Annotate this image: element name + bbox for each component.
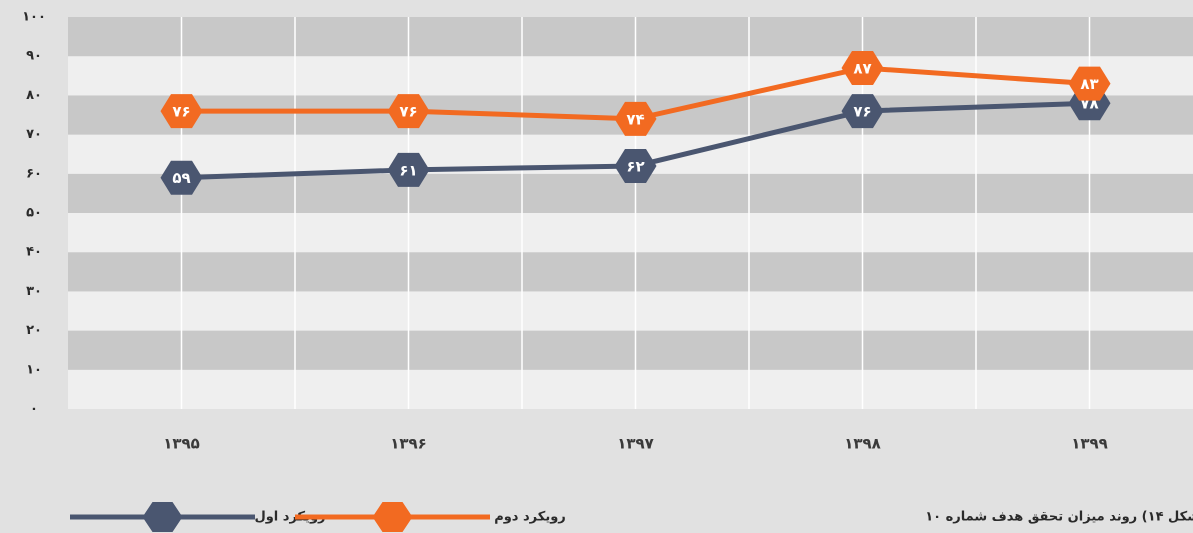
grid-band bbox=[68, 213, 1193, 253]
y-tick-label: ۲۰ bbox=[26, 323, 42, 338]
point-marker bbox=[387, 94, 430, 129]
data-label: ۸۷ bbox=[853, 59, 871, 77]
point-marker bbox=[160, 160, 203, 195]
data-label: ۷۶ bbox=[853, 103, 871, 121]
x-tick-label: ۱۳۹۹ bbox=[1071, 435, 1108, 453]
grid-band bbox=[68, 17, 1193, 57]
point-marker bbox=[387, 152, 430, 187]
y-tick-label: ۳۰ bbox=[26, 284, 42, 299]
point-marker bbox=[841, 94, 884, 129]
x-tick-label: ۱۳۹۸ bbox=[844, 435, 881, 453]
point-marker bbox=[1068, 66, 1111, 101]
y-tick-label: ۵۰ bbox=[26, 206, 42, 221]
grid-band bbox=[68, 330, 1193, 370]
y-tick-label: ۸۰ bbox=[26, 88, 42, 103]
x-tick-label: ۱۳۹۵ bbox=[163, 435, 200, 453]
y-tick-label: ۹۰ bbox=[26, 49, 42, 64]
data-label: ۸۳ bbox=[1080, 75, 1098, 93]
data-label: ۷۴ bbox=[626, 110, 644, 128]
y-tick-label: ۱۰ bbox=[26, 362, 42, 377]
x-tick-label: ۱۳۹۶ bbox=[390, 435, 427, 453]
y-tick-label: ۶۰ bbox=[26, 166, 42, 181]
data-label: ۶۲ bbox=[626, 157, 644, 175]
x-tick-label: ۱۳۹۷ bbox=[617, 435, 654, 453]
grid-band bbox=[68, 369, 1193, 409]
legend-marker bbox=[372, 502, 413, 532]
point-marker bbox=[614, 101, 657, 136]
y-tick-label: ۷۰ bbox=[26, 127, 42, 142]
grid-band bbox=[68, 252, 1193, 292]
grid-band bbox=[68, 56, 1193, 96]
y-tick-label: ۰ bbox=[30, 402, 38, 417]
y-tick-label: ۴۰ bbox=[26, 245, 42, 260]
point-marker bbox=[160, 94, 203, 129]
y-tick-label: ۱۰۰ bbox=[22, 10, 46, 25]
data-label: ۷۶ bbox=[172, 103, 190, 121]
data-label: ۶۱ bbox=[399, 161, 417, 179]
data-label: ۵۹ bbox=[172, 169, 190, 187]
legend-label: رویکرد اول bbox=[254, 510, 325, 525]
legend-label: رویکرد دوم bbox=[494, 510, 566, 525]
data-label: ۷۶ bbox=[399, 103, 417, 121]
point-marker bbox=[841, 50, 884, 85]
chart-caption: شکل ۱۴) روند میزان تحقق هدف شماره ۱۰ bbox=[925, 510, 1193, 525]
legend-marker bbox=[142, 502, 183, 532]
grid-band bbox=[68, 291, 1193, 331]
point-marker bbox=[614, 148, 657, 183]
